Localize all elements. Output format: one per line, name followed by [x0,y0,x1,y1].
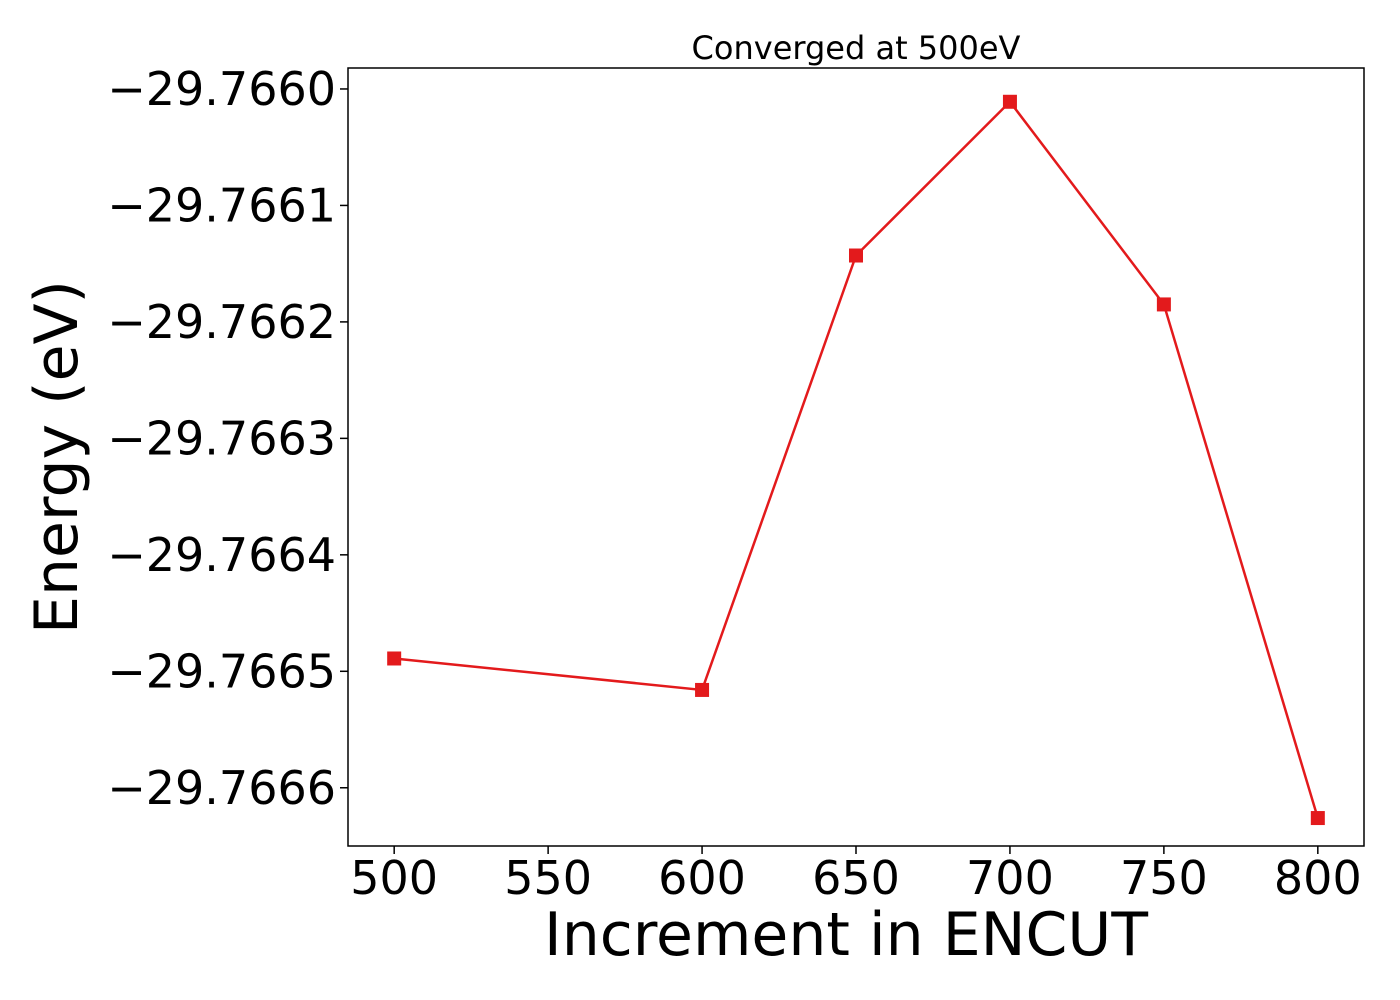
x-tick-label: 550 [504,851,592,905]
y-tick-label: −29.7662 [107,295,336,349]
y-tick-label: −29.7660 [107,62,336,116]
data-point-marker [387,651,402,666]
y-tick-label: −29.7666 [107,761,336,815]
data-point-marker [849,248,863,263]
y-tick-label: −29.7661 [107,178,336,232]
y-axis-label: Energy (eV) [22,280,92,634]
x-axis-ticks: 500 550 600 650 700 750 800 [350,846,1362,905]
data-point-marker [1002,94,1017,109]
y-tick-label: −29.7664 [107,528,336,582]
series-line [394,99,1320,819]
x-tick-label: 600 [658,851,746,905]
series-layer [387,94,1325,826]
plot-area-frame [347,67,1365,847]
data-point-marker [695,682,710,697]
x-tick-label: 750 [1120,851,1208,905]
chart-title: Converged at 500eV [692,29,1021,67]
x-tick-label: 500 [350,851,438,905]
y-tick-label: −29.7665 [107,644,336,698]
x-axis-label: Increment in ENCUT [544,900,1148,970]
y-tick-label: −29.7663 [107,411,336,465]
data-point-marker [1310,811,1325,826]
x-tick-label: 650 [812,851,900,905]
x-tick-label: 700 [966,851,1054,905]
y-axis-ticks: −29.7666 −29.7665 −29.7664 −29.7663 −29.7662… [107,62,348,815]
x-tick-label: 800 [1274,851,1362,905]
data-point-marker [1156,297,1171,312]
